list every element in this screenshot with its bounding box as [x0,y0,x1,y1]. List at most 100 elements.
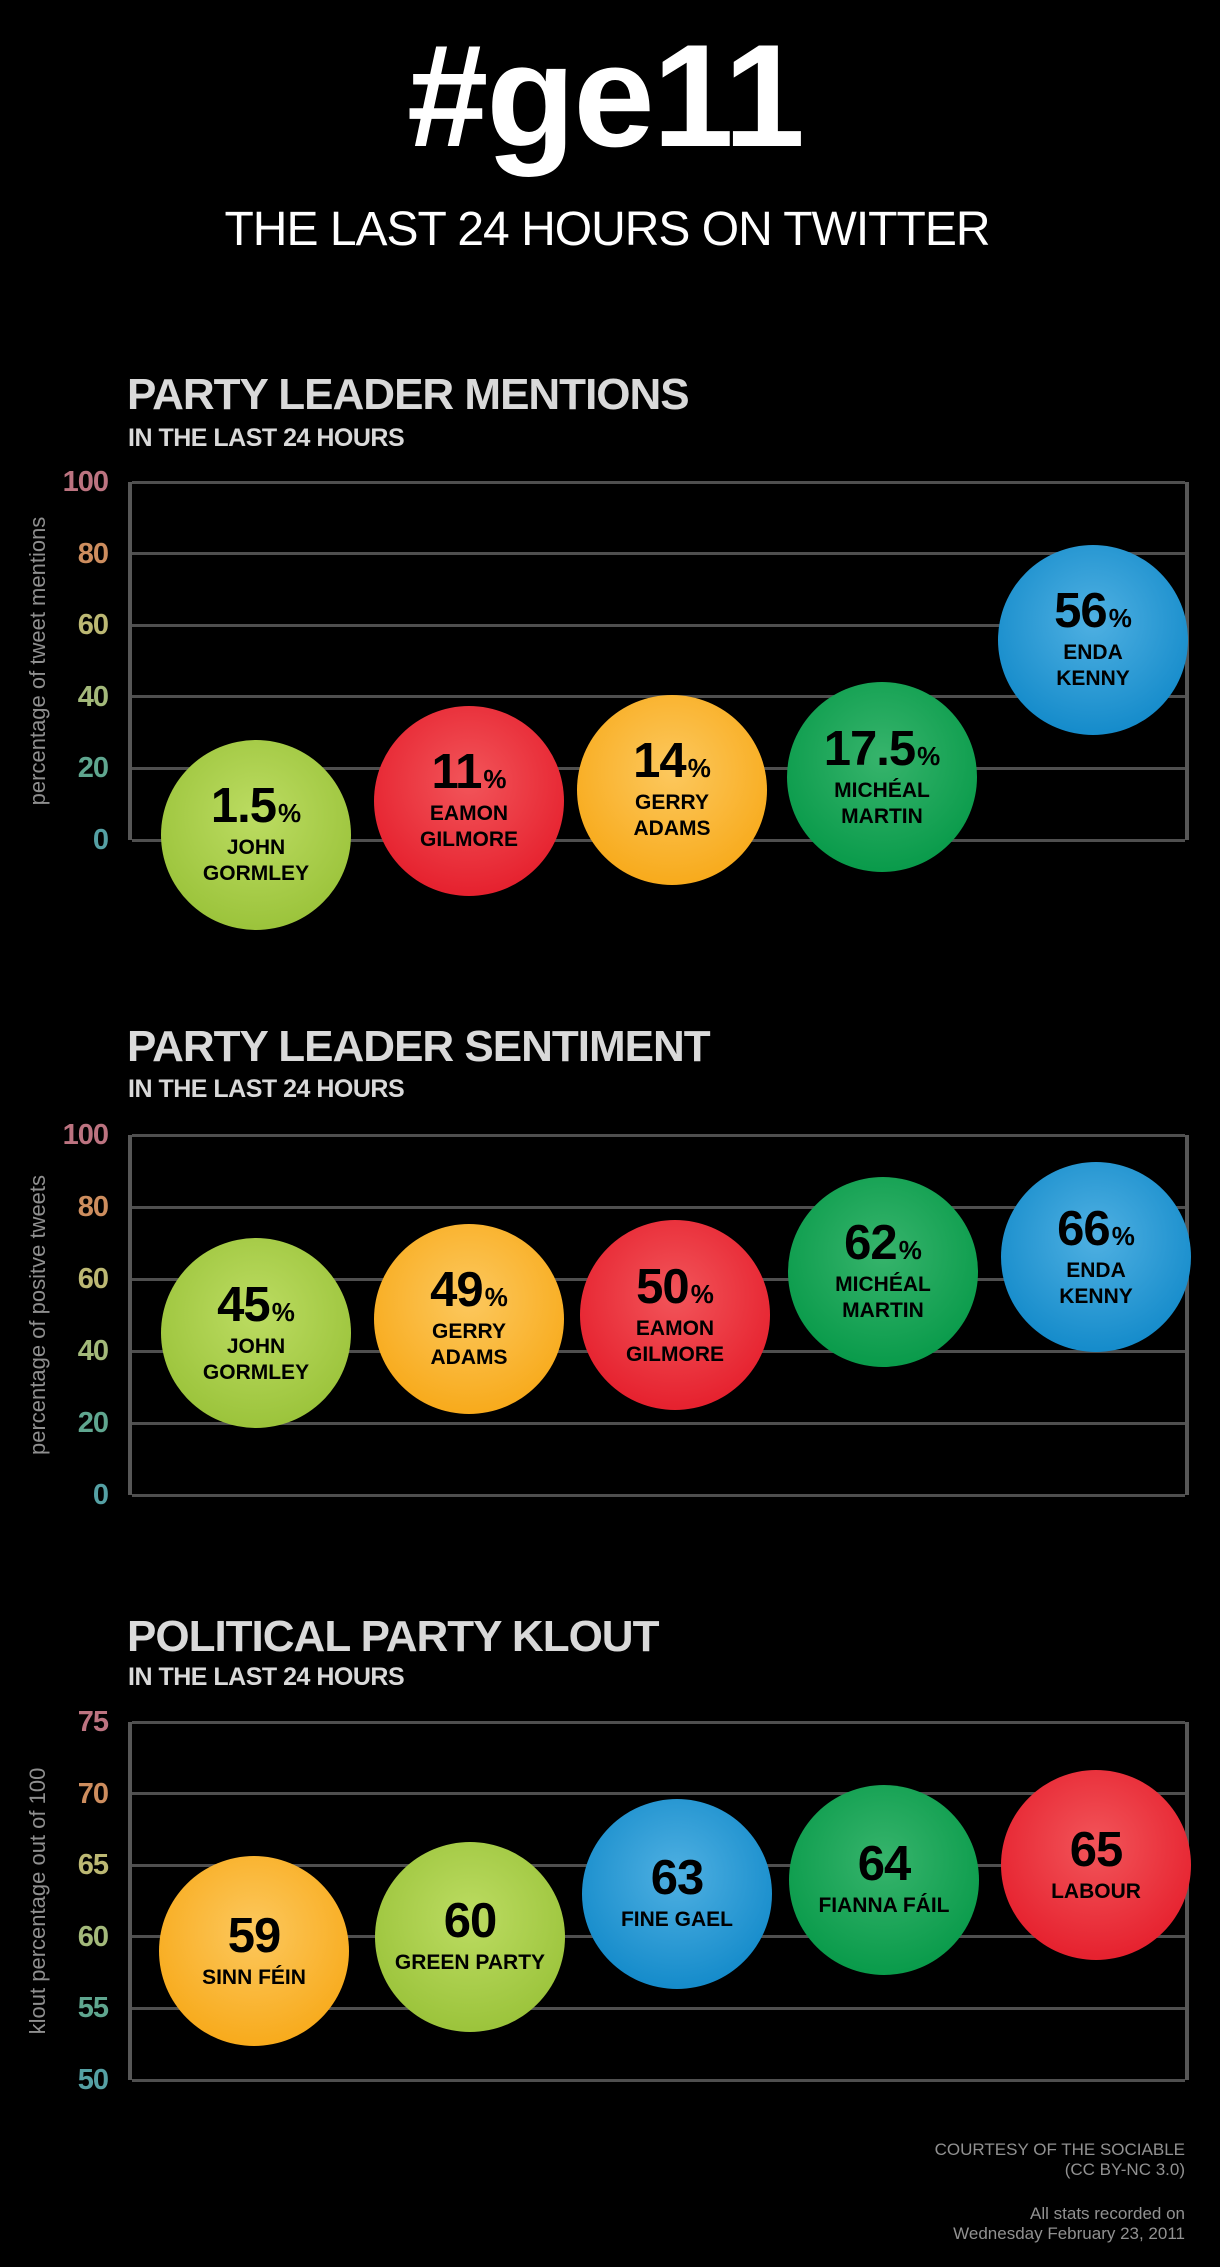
bubble-enda-kenny: 56% ENDA KENNY [998,544,1188,735]
y-tick-label: 20 [77,1407,109,1439]
bubble-value: 14% [633,734,711,789]
y-tick-label: 0 [92,1479,109,1511]
bubble-name: FINE GAEL [620,1908,733,1932]
chart-3-plot-area: 75 70 65 60 55 50 59 SINN FÉIN 60 GREEN PARTY 63 FI… [78,1706,1191,2096]
credit-line-2: (CC BY-NC 3.0) [1064,2160,1185,2179]
bubble-value: 11% [431,745,507,800]
chart-3-subtitle: IN THE LAST 24 HOURS [128,1663,405,1691]
bubble-name: ENDA KENNY [1056,641,1130,691]
bubble-name: LABOUR [1051,1879,1141,1903]
chart-3-title: POLITICAL PARTY KLOUT [127,1612,659,1661]
bubble-value: 59 [227,1908,282,1963]
y-tick-label: 75 [77,1706,109,1738]
gridline [132,1133,1185,1137]
bubble-value-unit: % [483,764,507,795]
gridline [132,1205,1185,1209]
bubble-value: 49% [430,1263,508,1318]
bubble-value-unit: % [484,1282,508,1313]
y-tick-label: 40 [77,1335,109,1367]
gridline [132,623,1185,627]
y-tick-label: 0 [92,824,109,856]
y-tick-label: 65 [77,1849,109,1882]
footer: COURTESY OF THE SOCIABLE (CC BY-NC 3.0) … [935,2140,1185,2244]
y-tick-label: 100 [62,466,109,498]
recorded-line-1: All stats recorded on [1030,2204,1185,2223]
bubble-value: 63 [650,1851,705,1906]
bubble-value: 1.5% [210,779,302,834]
bubble-gerry-adams: 49% GERRY ADAMS [374,1223,564,1414]
y-tick-label: 80 [77,537,109,570]
chart-2-subtitle: IN THE LAST 24 HOURS [128,1075,405,1103]
bubble-value: 62% [844,1216,922,1271]
bubble-mich-al-martin: 62% MICHÉAL MARTIN [788,1176,978,1367]
y-tick-label: 80 [77,1191,109,1223]
bubble-gerry-adams: 14% GERRY ADAMS [577,694,767,885]
bubble-value: 45% [217,1277,295,1332]
bubble-name: JOHN GORMLEY [202,836,310,886]
y-tick-label: 60 [77,1263,109,1295]
bubble-john-gormley: 1.5% JOHN GORMLEY [161,739,351,930]
bubble-value: 60 [443,1894,498,1949]
bubble-name: EAMON GILMORE [626,1316,724,1366]
bubble-value-unit: % [687,753,711,784]
y-tick-label: 60 [77,609,109,642]
chart-1-plot-area: 100 80 60 40 20 0 1.5% JOHN GORMLEY 11% EAMON GILMO… [63,466,1189,930]
bubble-sinn-f-in: 59 SINN FÉIN [159,1856,349,2047]
chart-2-title: PARTY LEADER SENTIMENT [127,1022,711,1071]
bubble-value-unit: % [278,798,302,829]
bubble-value-unit: % [271,1296,295,1327]
bubble-name: GERRY ADAMS [430,1320,508,1370]
bubble-value: 65 [1069,1822,1124,1877]
gridline [132,1493,1185,1497]
chart-1-title: PARTY LEADER MENTIONS [127,370,690,419]
gridline [132,1792,1185,1796]
gridline [132,2078,1185,2082]
gridline [132,1421,1185,1425]
gridline [132,552,1185,556]
bubble-mich-al-martin: 17.5% MICHÉAL MARTIN [787,682,977,873]
bubble-value: 50% [636,1259,714,1314]
recorded-text: All stats recorded on Wednesday February… [935,2204,1185,2244]
y-tick-label: 100 [62,1119,109,1151]
credit-line-1: COURTESY OF THE SOCIABLE [934,2140,1185,2159]
bubble-john-gormley: 45% JOHN GORMLEY [161,1238,351,1428]
y-tick-label: 70 [77,1777,109,1810]
bubble-name: FIANNA FÁIL [818,1894,950,1918]
y-tick-label: 40 [77,680,109,713]
bubble-name: EAMON GILMORE [420,802,518,852]
bubble-enda-kenny: 66% ENDA KENNY [1001,1162,1191,1353]
bubble-eamon-gilmore: 11% EAMON GILMORE [374,705,564,896]
bubble-eamon-gilmore: 50% EAMON GILMORE [580,1220,770,1410]
bubble-value: 17.5% [823,721,941,776]
bubble-value-unit: % [917,740,941,771]
gridline [132,480,1185,484]
bubble-value-unit: % [898,1235,922,1266]
chart-2-plot-area: 100 80 60 40 20 0 45% JOHN GORMLEY 49% GERRY ADAMS 5… [63,1119,1191,1511]
y-tick-label: 20 [77,752,109,785]
bubble-value-unit: % [1111,1220,1135,1251]
chart-1-subtitle: IN THE LAST 24 HOURS [128,424,405,452]
bubble-labour: 65 LABOUR [1001,1770,1191,1961]
bubble-value-unit: % [1108,603,1132,634]
gridline [132,1720,1185,1724]
bubble-name: GERRY ADAMS [633,791,711,841]
gridline [132,2006,1185,2010]
y-tick-label: 55 [77,1992,109,2025]
bubble-value-unit: % [690,1278,714,1309]
recorded-line-2: Wednesday February 23, 2011 [953,2224,1185,2243]
bubble-name: MICHÉAL MARTIN [835,1273,931,1323]
bubble-green-party: 60 GREEN PARTY [375,1841,565,2032]
bubble-value: 66% [1057,1201,1135,1256]
y-tick-label: 50 [77,2064,109,2096]
bubble-value: 64 [857,1837,912,1892]
bubble-name: GREEN PARTY [394,1951,546,1975]
bubble-value: 56% [1054,584,1132,639]
bubble-name: SINN FÉIN [202,1965,306,1989]
page-subtitle: THE LAST 24 HOURS ON TWITTER [224,203,990,256]
page-title: #ge11 [407,14,805,177]
bubble-fine-gael: 63 FINE GAEL [582,1798,772,1989]
bubble-name: JOHN GORMLEY [202,1334,310,1384]
bubble-name: ENDA KENNY [1059,1258,1133,1308]
bubble-name: MICHÉAL MARTIN [834,778,930,828]
